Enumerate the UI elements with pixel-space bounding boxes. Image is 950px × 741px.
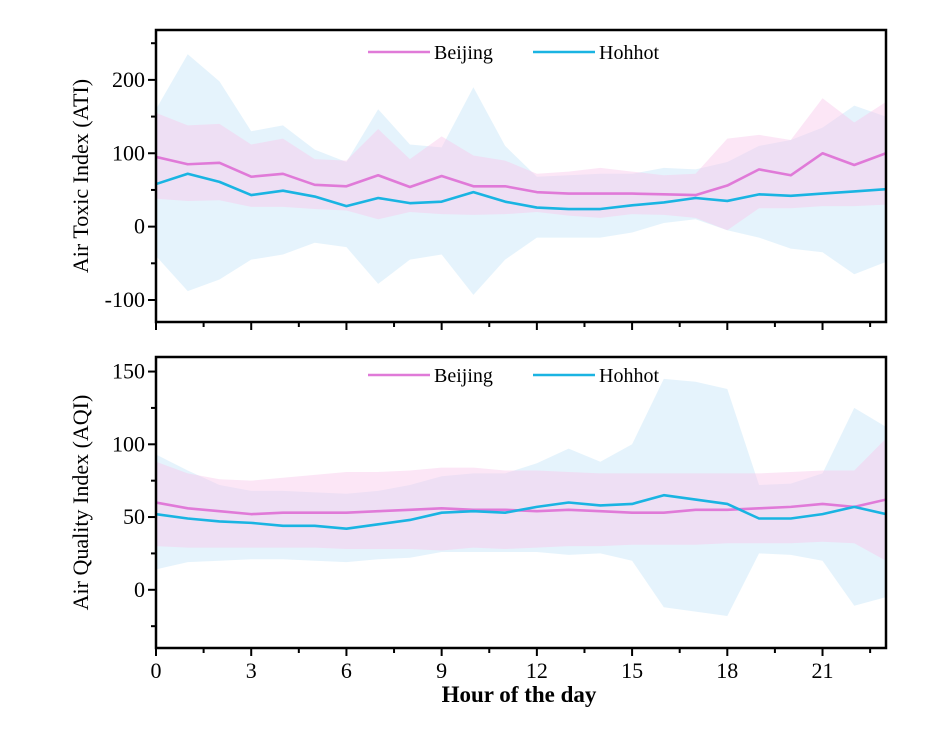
ati-legend: Beijing Hohhot <box>368 42 659 64</box>
aqi-x-tick-label: 15 <box>621 658 643 683</box>
aqi-plot-frame <box>154 355 888 650</box>
aqi-x-tick-label: 0 <box>151 658 162 683</box>
x-axis-title: Hour of the day <box>442 682 597 707</box>
aqi-x-tick-label: 21 <box>812 658 834 683</box>
ati-beijing-band <box>156 98 886 231</box>
ati-hohhot-line <box>156 172 886 211</box>
aqi-hohhot-band <box>156 378 886 616</box>
aqi-y-axis: 0 50 100 150 <box>112 359 156 628</box>
ati-x-axis <box>155 322 872 330</box>
aqi-legend-hohhot-label: Hohhot <box>599 365 659 387</box>
aqi-x-tick-label: 3 <box>246 658 257 683</box>
aqi-legend-beijing-label: Beijing <box>434 365 493 387</box>
ati-y-axis-title: Air Toxic Index (ATI) <box>68 79 93 273</box>
ati-bands <box>156 54 886 295</box>
aqi-x-tick-label: 6 <box>341 658 352 683</box>
aqi-panel: 0 50 100 150 0 3 6 9 12 15 18 21 Air Quality Index… <box>68 355 888 707</box>
aqi-x-tick-label: 12 <box>526 658 548 683</box>
ati-y-tick-label: 100 <box>112 140 145 165</box>
aqi-legend: Beijing Hohhot <box>368 365 659 387</box>
aqi-x-tick-label: 9 <box>436 658 447 683</box>
ati-plot-frame <box>154 28 888 324</box>
aqi-y-tick-label: 150 <box>112 359 145 384</box>
aqi-hohhot-line <box>156 493 886 530</box>
ati-legend-hohhot-label: Hohhot <box>599 42 659 64</box>
aqi-y-tick-label: 0 <box>134 577 145 602</box>
ati-y-axis: -100 0 100 200 <box>105 42 156 312</box>
ati-y-tick-label: -100 <box>105 287 145 312</box>
ati-beijing-line <box>156 151 886 197</box>
aqi-beijing-band <box>156 438 886 561</box>
aqi-y-tick-label: 100 <box>112 431 145 456</box>
ati-panel: -100 0 100 200 Air Toxic Index (ATI) Beijin… <box>68 28 888 330</box>
ati-lines <box>156 151 886 211</box>
aqi-x-axis: 0 3 6 9 12 15 18 21 <box>151 648 872 683</box>
ati-y-tick-label: 0 <box>134 214 145 239</box>
ati-y-tick-label: 200 <box>112 67 145 92</box>
aqi-y-tick-label: 50 <box>123 504 145 529</box>
ati-hohhot-band <box>156 54 886 295</box>
aqi-bands <box>156 378 886 616</box>
aqi-x-tick-label: 18 <box>716 658 738 683</box>
ati-legend-beijing-label: Beijing <box>434 42 493 64</box>
aqi-y-axis-title: Air Quality Index (AQI) <box>68 395 93 611</box>
aqi-lines <box>156 493 886 530</box>
